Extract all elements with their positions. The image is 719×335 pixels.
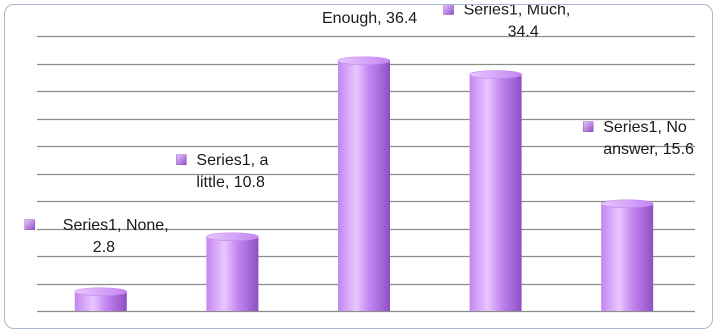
- data-label-a-little: Series1, a little, 10.8: [176, 152, 269, 191]
- data-label-line: Series1, No: [603, 119, 687, 136]
- data-label-much: Series1, Much, 34.4: [443, 5, 571, 41]
- label-key-box: [582, 121, 594, 132]
- label-key-box: [176, 154, 187, 165]
- bar-none: [74, 291, 127, 311]
- data-label-line: little, 10.8: [196, 174, 265, 191]
- data-label-line: 2.8: [93, 239, 115, 256]
- data-label-line: answer, 15.6: [603, 141, 694, 158]
- data-label-line: Series1, Much,: [464, 5, 571, 19]
- data-label-line: 34.4: [508, 24, 539, 41]
- data-label-no-answer: Series1, No answer, 15.6: [582, 119, 694, 158]
- bar-much: [469, 74, 522, 311]
- data-label-none: Series1, None, 2.8: [24, 217, 169, 256]
- bar-a-little: [206, 236, 259, 311]
- label-key-box: [24, 219, 36, 230]
- bar-cap-a-little: [206, 232, 259, 242]
- data-label-line: Enough, 36.4: [322, 10, 417, 27]
- bar-cap-none: [74, 287, 128, 297]
- bar-no-answer: [601, 203, 654, 311]
- data-label-line: Series1, None,: [63, 217, 169, 234]
- data-label-enough: Series1,Enough, 36.4: [322, 10, 417, 27]
- bar-cap-no-answer: [600, 199, 654, 209]
- data-label-line: Series1, a: [196, 152, 268, 169]
- bars: [74, 56, 654, 311]
- label-key-box: [443, 5, 454, 15]
- bar-cap-much: [469, 70, 522, 79]
- bar-cap-enough: [337, 56, 391, 66]
- bar-enough: [338, 60, 390, 311]
